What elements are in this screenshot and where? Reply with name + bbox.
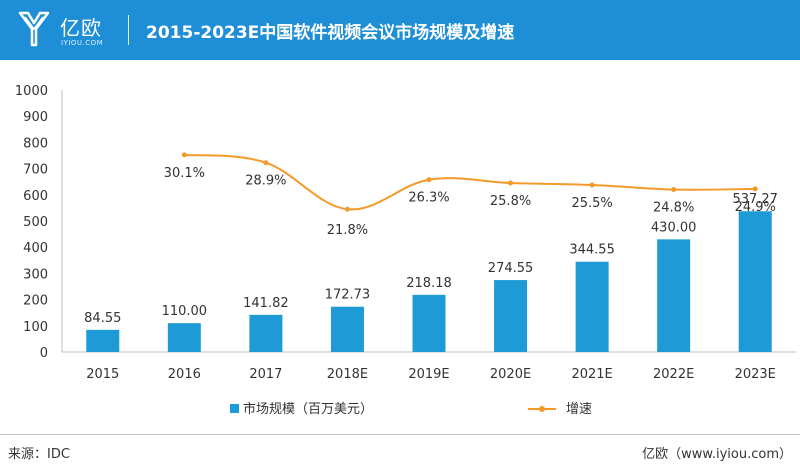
growth-point: [508, 180, 514, 186]
y-tick-label: 800: [23, 136, 48, 151]
y-tick-label: 300: [23, 267, 48, 282]
x-tick-label: 2016: [168, 367, 201, 382]
bar-value-label: 274.55: [488, 261, 534, 276]
logo-icon: [18, 11, 50, 47]
x-tick-label: 2019E: [408, 367, 449, 382]
bar: [249, 314, 283, 352]
growth-point: [181, 152, 187, 158]
bar: [657, 239, 691, 352]
growth-label: 30.1%: [164, 166, 205, 181]
x-tick-label: 2015: [86, 367, 119, 382]
growth-point: [426, 177, 432, 183]
growth-label: 25.8%: [490, 194, 531, 209]
growth-label: 25.5%: [571, 196, 612, 211]
growth-label: 24.9%: [735, 200, 776, 215]
growth-label: 24.8%: [653, 201, 694, 216]
brand-name: 亿欧: [60, 16, 102, 40]
y-tick-label: 600: [23, 189, 48, 204]
y-tick-label: 400: [23, 241, 48, 256]
y-tick-label: 1000: [15, 84, 48, 99]
x-tick-label: 2017: [249, 367, 282, 382]
brand-subtitle: IYIOU.COM: [61, 39, 104, 47]
growth-label: 26.3%: [408, 191, 449, 206]
page-title: 2015-2023E中国软件视频会议市场规模及增速: [146, 23, 515, 43]
legend-line-label: 增速: [566, 402, 592, 417]
bar-value-label: 141.82: [243, 296, 289, 311]
y-tick-label: 900: [23, 110, 48, 125]
y-tick-label: 200: [23, 294, 48, 309]
header-bar: 亿欧 IYIOU.COM 2015-2023E中国软件视频会议市场规模及增速: [0, 0, 800, 60]
growth-line: [184, 153, 756, 211]
footer-divider: [0, 434, 800, 435]
x-tick-label: 2022E: [653, 367, 694, 382]
bar-value-label: 110.00: [162, 304, 208, 319]
y-tick-label: 0: [40, 346, 48, 361]
bar: [330, 306, 364, 352]
bar: [412, 294, 446, 352]
legend-bar-label: 市场规模（百万美元）: [243, 401, 373, 417]
growth-point: [671, 187, 677, 193]
source-note: 来源：IDC: [8, 447, 70, 462]
x-tick-label: 2018E: [327, 367, 368, 382]
bar-value-label: 344.55: [569, 243, 615, 258]
chart: 0 100 200 300 400 500 600 700 800 900 1000 84.55 110…: [15, 84, 796, 417]
bar: [86, 329, 120, 352]
growth-point: [752, 186, 758, 192]
bar-value-label: 172.73: [325, 288, 371, 303]
growth-point: [589, 182, 595, 188]
y-tick-label: 100: [23, 320, 48, 335]
credit-note: 亿欧（www.iyiou.com）: [642, 447, 792, 462]
bar-value-label: 218.18: [406, 276, 452, 291]
y-tick-label: 500: [23, 215, 48, 230]
x-tick-label: 2023E: [735, 367, 776, 382]
growth-label: 28.9%: [245, 174, 286, 189]
growth-point: [263, 160, 269, 166]
x-tick-label: 2020E: [490, 367, 531, 382]
legend-bar-swatch: [230, 404, 239, 413]
bar: [738, 211, 772, 352]
bar: [494, 280, 528, 352]
bar-value-label: 430.00: [651, 220, 697, 235]
bar: [167, 323, 201, 352]
bar: [575, 261, 609, 352]
legend-line-marker: [539, 406, 545, 412]
bar-value-label: 537.27: [732, 192, 778, 207]
growth-label: 21.8%: [327, 223, 368, 238]
header-divider: [128, 15, 129, 45]
growth-point: [344, 206, 350, 212]
x-tick-label: 2021E: [571, 367, 612, 382]
bar-value-label: 84.55: [84, 311, 121, 326]
y-tick-label: 700: [23, 163, 48, 178]
